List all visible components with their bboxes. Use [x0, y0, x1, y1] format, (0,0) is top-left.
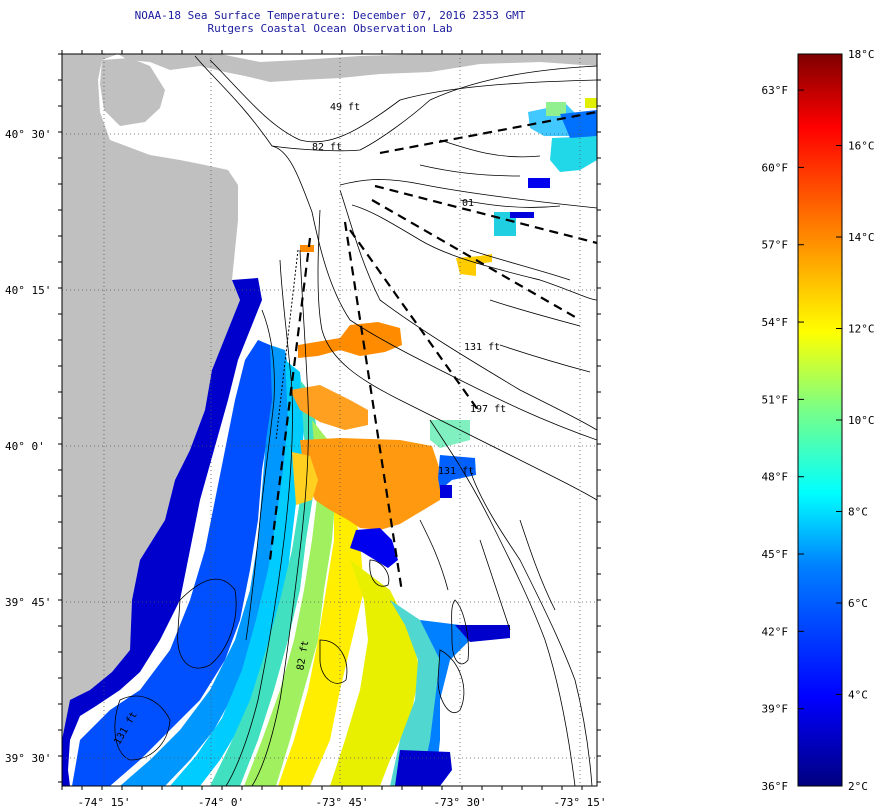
lat-label: 39° 30': [5, 752, 51, 765]
isobath-label: 01: [462, 198, 474, 209]
colorbar-celsius-label: 6°C: [848, 597, 868, 610]
isobath-label: 82 ft: [295, 640, 311, 672]
colorbar-fahrenheit-label: 60°F: [762, 161, 789, 174]
colorbar-fahrenheit-label: 48°F: [762, 471, 789, 484]
colorbar-celsius-label: 2°C: [848, 780, 868, 793]
map-panel: 49 ft 82 ft 131 ft 197 ft 131 ft 82 ft 1…: [62, 54, 597, 786]
colorbar-fahrenheit-label: 45°F: [762, 548, 789, 561]
map-subtitle: Rutgers Coastal Ocean Observation Lab: [207, 22, 453, 35]
colorbar-celsius-label: 16°C: [848, 140, 875, 153]
map-title: NOAA-18 Sea Surface Temperature: Decembe…: [134, 9, 526, 22]
lat-label: 40° 15': [5, 284, 51, 297]
colorbar-celsius-label: 14°C: [848, 231, 875, 244]
colorbar-celsius-label: 8°C: [848, 506, 868, 519]
map-ticks: [58, 50, 601, 790]
lon-label: -74° 0': [198, 796, 244, 809]
land-new-jersey: [62, 54, 240, 786]
colorbar-fahrenheit-label: 63°F: [762, 84, 789, 97]
isobath-label: 49 ft: [330, 102, 360, 113]
isobath-label: 131 ft: [438, 466, 474, 477]
lon-label: -73° 45': [316, 796, 369, 809]
longitude-labels: -74° 15' -74° 0' -73° 45' -73° 30' -73° …: [78, 796, 607, 809]
lat-label: 40° 0': [5, 440, 45, 453]
lon-label: -73° 15': [554, 796, 607, 809]
colorbar-fahrenheit-label: 42°F: [762, 625, 789, 638]
sst-data: [62, 98, 597, 786]
lon-label: -74° 15': [78, 796, 131, 809]
colorbar-fahrenheit-label: 51°F: [762, 393, 789, 406]
colorbar-celsius-label: 10°C: [848, 414, 875, 427]
colorbar-fahrenheit-label: 54°F: [762, 316, 789, 329]
isobath-label: 197 ft: [470, 404, 506, 415]
latitude-labels: 40° 30' 40° 15' 40° 0' 39° 45' 39° 30': [5, 128, 51, 765]
shipping-lanes: [268, 110, 597, 593]
colorbar: 18°C 16°C 14°C 12°C 10°C 8°C 6°C 4°C 2°C 63°F 60°…: [762, 48, 875, 793]
isobath-label: 82 ft: [312, 142, 342, 153]
isobath-label: 131 ft: [464, 342, 500, 353]
colorbar-fahrenheit-label: 39°F: [762, 703, 789, 716]
colorbar-celsius-label: 18°C: [848, 48, 875, 61]
colorbar-celsius-label: 12°C: [848, 323, 875, 336]
lat-label: 40° 30': [5, 128, 51, 141]
lat-label: 39° 45': [5, 596, 51, 609]
map-frame: [61, 53, 598, 787]
colorbar-fahrenheit-label: 36°F: [762, 780, 789, 793]
lon-label: -73° 30': [434, 796, 487, 809]
isobath-contours: [114, 55, 597, 786]
land-long-island: [118, 54, 597, 82]
colorbar-gradient: [797, 53, 843, 787]
colorbar-fahrenheit-label: 57°F: [762, 239, 789, 252]
colorbar-celsius-label: 4°C: [848, 689, 868, 702]
land-staten-island: [100, 58, 165, 126]
